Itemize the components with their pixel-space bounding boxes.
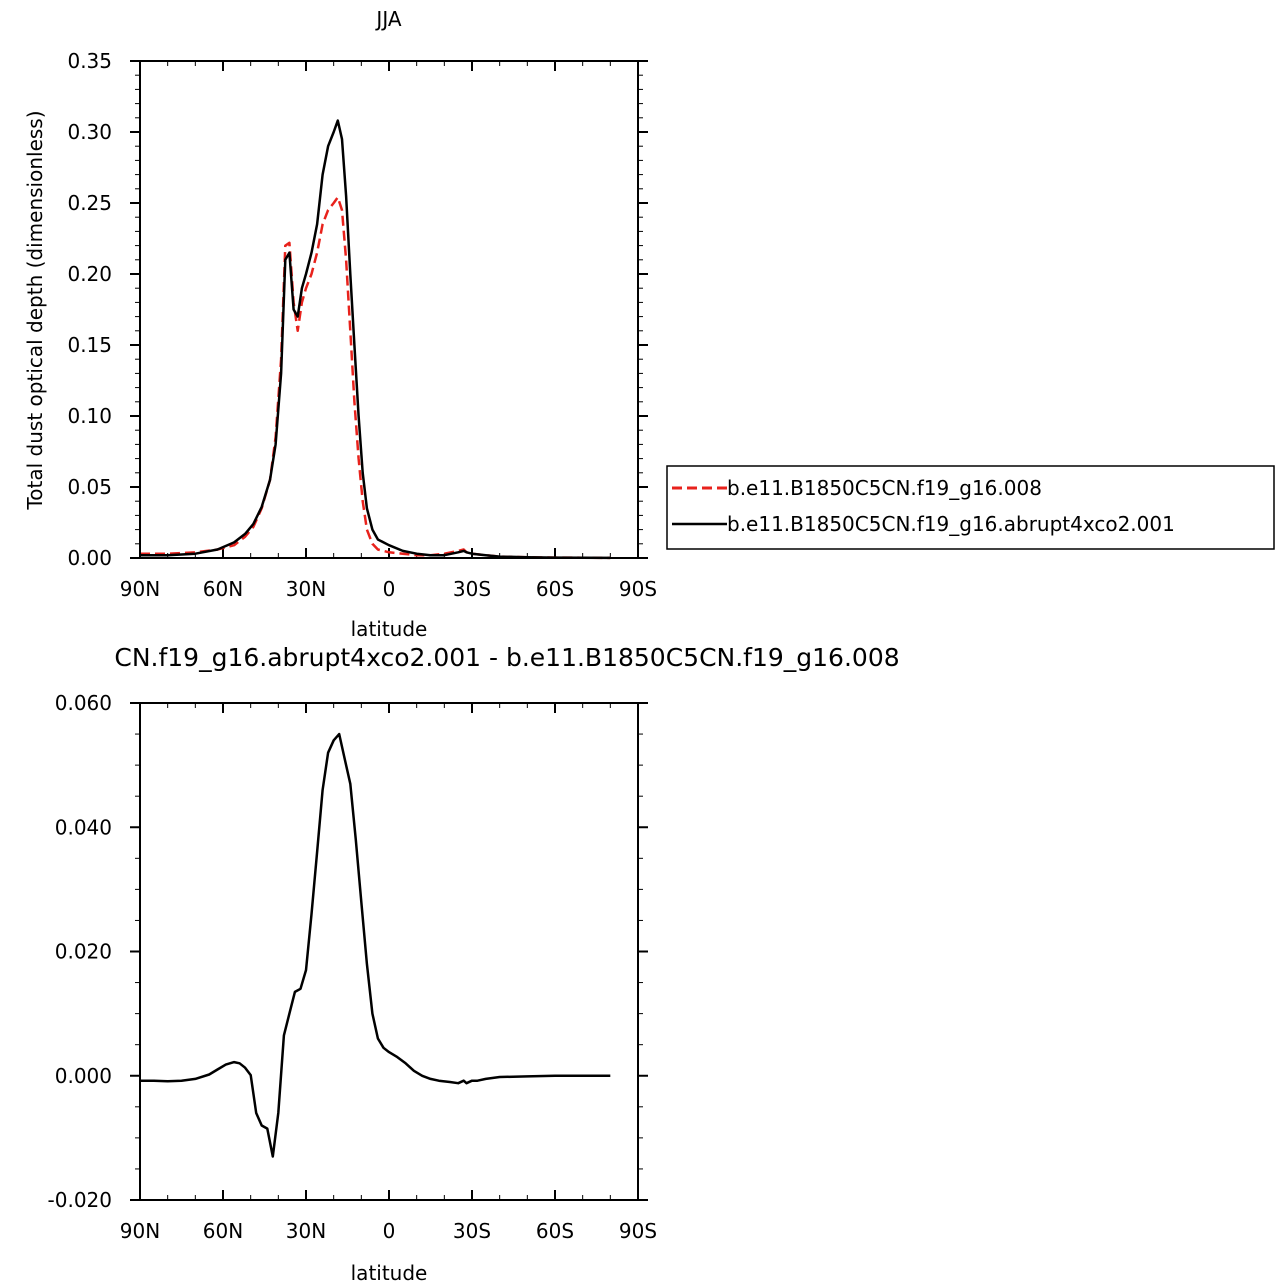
top-x-tick-label: 60S (536, 577, 574, 601)
top-x-axis-label: latitude (351, 617, 428, 641)
top-series-lines (140, 119, 611, 560)
legend: b.e11.B1850C5CN.f19_g16.008 b.e11.B1850C… (666, 465, 1275, 550)
top-axis-ticks: 90N 60N 30N 0 30S 60S 90S 0.00 0.05 0.10 0.15 0.20 0… (67, 49, 657, 601)
top-x-tick-label: 90S (619, 577, 657, 601)
bottom-x-tick-label: 60S (536, 1219, 574, 1243)
bottom-x-tick-label: 60N (203, 1219, 243, 1243)
bottom-y-tick-label: 0.040 (55, 815, 112, 839)
top-series-line-1 (140, 119, 611, 560)
bottom-plot-frame (139, 702, 639, 1201)
bottom-chart-panel: CN.f19_g16.abrupt4xco2.001 - b.e11.B1850… (48, 643, 900, 1285)
top-y-tick-label: 0.35 (67, 49, 112, 73)
legend-box (666, 465, 1275, 550)
top-y-tick-label: 0.05 (67, 475, 112, 499)
top-plot-frame (139, 60, 639, 559)
bottom-y-tick-label: 0.000 (55, 1064, 112, 1088)
bottom-chart-title: CN.f19_g16.abrupt4xco2.001 - b.e11.B1850… (114, 643, 899, 672)
bottom-series-lines (140, 732, 611, 1158)
top-series-line-0 (140, 196, 611, 560)
top-x-tick-label: 30S (453, 577, 491, 601)
bottom-x-tick-label: 30S (453, 1219, 491, 1243)
top-chart-title: JJA (374, 7, 401, 31)
top-y-tick-label: 0.15 (67, 333, 112, 357)
top-y-tick-label: 0.30 (67, 120, 112, 144)
bottom-y-tick-label: 0.020 (55, 940, 112, 964)
top-y-tick-label: 0.10 (67, 404, 112, 428)
legend-label-control: b.e11.B1850C5CN.f19_g16.008 (727, 476, 1042, 500)
bottom-y-tick-label: 0.060 (55, 691, 112, 715)
top-y-axis-label: Total dust optical depth (dimensionless) (23, 110, 47, 510)
top-x-tick-label: 30N (286, 577, 326, 601)
top-x-tick-label: 0 (383, 577, 396, 601)
top-x-tick-label: 90N (120, 577, 160, 601)
bottom-axis-ticks: 90N 60N 30N 0 30S 60S 90S -0.020 0.000 0.020 0.040… (48, 691, 658, 1243)
top-y-tick-label: 0.25 (67, 191, 112, 215)
bottom-x-tick-label: 90S (619, 1219, 657, 1243)
bottom-x-tick-label: 90N (120, 1219, 160, 1243)
top-y-axis-label-wrap: Total dust optical depth (dimensionless) (23, 110, 47, 510)
bottom-x-tick-label: 0 (383, 1219, 396, 1243)
bottom-x-axis-label: latitude (351, 1261, 428, 1285)
legend-label-abrupt4xco2: b.e11.B1850C5CN.f19_g16.abrupt4xco2.001 (727, 512, 1175, 536)
bottom-y-tick-label: -0.020 (48, 1188, 112, 1212)
top-x-tick-label: 60N (203, 577, 243, 601)
bottom-x-tick-label: 30N (286, 1219, 326, 1243)
top-y-tick-label: 0.20 (67, 262, 112, 286)
bottom-series-line-0 (140, 732, 611, 1158)
top-chart-panel: JJA Total dust optical depth (dimensionl… (23, 7, 657, 641)
top-y-tick-label: 0.00 (67, 546, 112, 570)
